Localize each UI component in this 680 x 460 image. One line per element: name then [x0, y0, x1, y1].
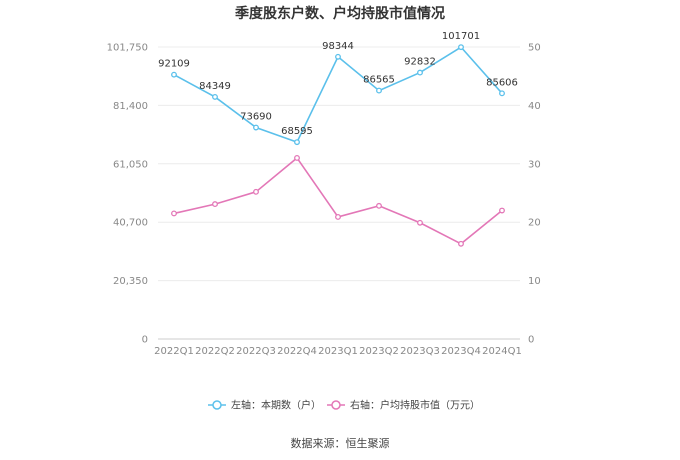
- x-tick-label: 2022Q1: [154, 346, 194, 357]
- data-point: [171, 71, 177, 78]
- data-point: [253, 188, 259, 195]
- left-tick-label: 40,700: [113, 218, 148, 229]
- x-tick-label: 2023Q2: [359, 346, 399, 357]
- legend-label: 右轴：户均持股市值（万元）: [350, 399, 480, 412]
- data-label: 101701: [442, 31, 480, 42]
- grid-lines: [158, 46, 520, 340]
- data-point: [417, 219, 423, 226]
- left-tick-label: 20,350: [113, 276, 148, 287]
- series-points: [171, 44, 505, 247]
- data-label: 92109: [158, 59, 190, 70]
- data-point: [294, 139, 300, 146]
- data-point: [458, 240, 464, 247]
- data-label: 68595: [281, 126, 313, 137]
- data-point: [458, 44, 464, 51]
- data-point: [417, 69, 423, 76]
- x-axis-ticks: 2022Q1 2022Q2 2022Q3 2022Q4 2023Q1 2023Q2 2023…: [154, 346, 522, 357]
- data-point: [335, 213, 341, 220]
- data-label: 98344: [322, 41, 354, 52]
- data-label: 73690: [240, 112, 272, 123]
- data-point: [499, 90, 505, 97]
- legend: 左轴：本期数（户） 右轴：户均持股市值（万元）: [208, 399, 480, 412]
- left-tick-label: 101,750: [107, 43, 148, 54]
- data-point: [253, 124, 259, 131]
- data-point: [212, 201, 218, 208]
- chart-title: 季度股东户数、户均持股市值情况: [235, 6, 445, 22]
- left-axis-ticks: 0 20,350 40,700 61,050 81,400 101,750: [107, 43, 148, 346]
- data-point: [376, 202, 382, 209]
- data-point: [376, 87, 382, 94]
- data-label: 86565: [363, 75, 395, 86]
- series-line-2: [173, 156, 503, 245]
- right-axis-ticks: 0 10 20 30 40 50: [528, 43, 541, 346]
- legend-marker: [331, 400, 341, 410]
- left-tick-label: 81,400: [113, 101, 148, 112]
- x-tick-label: 2022Q3: [236, 346, 276, 357]
- data-label: 85606: [486, 77, 518, 88]
- data-point: [499, 207, 505, 214]
- data-point: [294, 155, 300, 161]
- right-tick-label: 20: [528, 218, 541, 229]
- left-tick-label: 0: [142, 335, 148, 346]
- x-tick-label: 2024Q1: [482, 346, 522, 357]
- data-source: 数据来源：恒生聚源: [290, 437, 390, 450]
- right-tick-label: 30: [528, 159, 541, 170]
- data-point: [171, 210, 177, 217]
- right-tick-label: 40: [528, 101, 541, 112]
- x-tick-label: 2022Q4: [277, 346, 317, 357]
- x-tick-label: 2023Q4: [441, 346, 481, 357]
- right-tick-label: 10: [528, 276, 541, 287]
- data-label: 84349: [199, 81, 231, 92]
- x-tick-label: 2023Q3: [400, 346, 440, 357]
- data-point: [335, 53, 341, 60]
- right-tick-label: 0: [528, 335, 534, 346]
- series-line-1: [173, 46, 503, 144]
- data-labels: 92109 84349 73690 68595 98344 86565 92832 10170…: [158, 31, 518, 137]
- x-tick-label: 2022Q2: [195, 346, 235, 357]
- legend-marker: [212, 400, 222, 410]
- x-tick-label: 2023Q1: [318, 346, 358, 357]
- data-point: [212, 93, 218, 100]
- right-tick-label: 50: [528, 43, 541, 54]
- legend-label: 左轴：本期数（户）: [231, 399, 321, 412]
- left-tick-label: 61,050: [113, 159, 148, 170]
- data-label: 92832: [404, 57, 436, 68]
